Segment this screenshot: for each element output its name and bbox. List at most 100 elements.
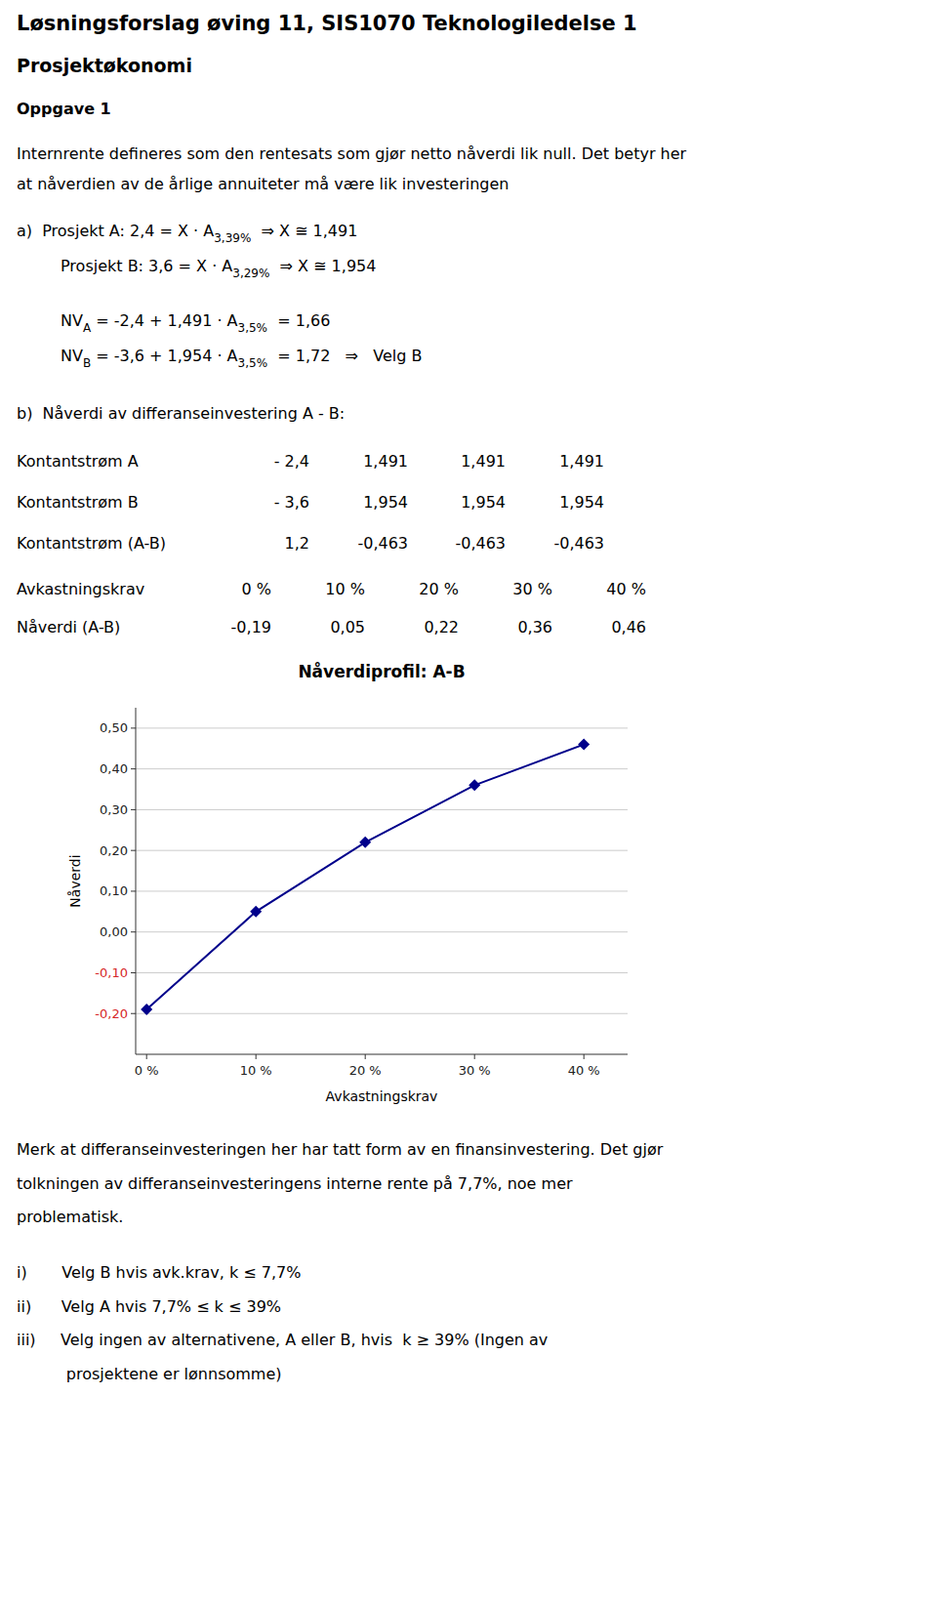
equation-text: ⇒ X ≅ 1,491 <box>250 221 358 241</box>
table-label: Nåverdi (A-B) <box>16 617 121 637</box>
y-tick-label: 0,40 <box>99 761 128 776</box>
page: Løsningsforslag øving 11, SIS1070 Teknol… <box>0 0 937 1600</box>
grid-line <box>135 1013 628 1015</box>
equation-text: ⇒ X ≅ 1,954 <box>269 256 376 276</box>
table-cell: 1,954 <box>559 492 605 512</box>
x-tick <box>474 1054 476 1060</box>
y-tick <box>130 931 136 933</box>
table-cell: -0,463 <box>357 533 408 553</box>
y-tick <box>130 809 136 811</box>
y-tick <box>130 890 136 892</box>
grid-line <box>135 850 628 852</box>
table-cell: 1,954 <box>460 492 506 512</box>
table-cell: 1,491 <box>559 451 605 471</box>
table-label: Kontantstrøm A <box>16 451 139 471</box>
chart: Nåverdiprofil: A-B -0,20 -0,10 0,00 0,10 0,20… <box>67 660 628 1104</box>
footer-line: i) Velg B hvis avk.krav, k ≤ 7,7% <box>16 1262 301 1282</box>
line <box>146 744 584 1010</box>
y-tick-label: -0,10 <box>94 965 128 980</box>
subscript: 3,5% <box>238 356 269 370</box>
worked-line: a) Prosjekt A: 2,4 = X · A3,39% ⇒ X ≅ 1,… <box>16 221 358 245</box>
point <box>468 778 481 791</box>
subscript: 3,5% <box>238 321 269 335</box>
equation-text: NV <box>60 346 83 366</box>
table-cell: 1,954 <box>363 492 408 512</box>
point <box>249 905 262 918</box>
point <box>577 738 590 751</box>
table-cell: 0,36 <box>517 617 553 637</box>
x-tick <box>146 1054 148 1060</box>
y-axis-label: Nåverdi <box>67 854 83 907</box>
equation-text: Prosjekt B: 3,6 = X · A <box>60 256 233 276</box>
equation-text: = 1,66 <box>267 311 330 330</box>
footer-line: problematisk. <box>16 1207 123 1226</box>
table-cell: -0,19 <box>231 617 272 637</box>
y-axis-line <box>135 707 137 1055</box>
point <box>359 836 371 849</box>
table-cell: 20 % <box>418 579 459 599</box>
table-cell: 30 % <box>512 579 553 599</box>
y-tick <box>130 850 136 852</box>
table-cell: 10 % <box>325 579 366 599</box>
x-tick <box>583 1054 585 1060</box>
section-heading: Prosjektøkonomi <box>16 54 193 77</box>
y-tick-label: 0,20 <box>99 843 128 858</box>
section-text: b) Nåverdi av differanseinvestering A - … <box>16 404 345 423</box>
footer-line: prosjektene er lønnsomme) <box>16 1364 283 1384</box>
grid-line <box>135 890 628 892</box>
x-tick <box>255 1054 257 1060</box>
table-cell: 0,46 <box>611 617 647 637</box>
subscript: 3,39% <box>213 231 251 245</box>
table-cell: - 3,6 <box>274 492 310 512</box>
x-tick-label: 0 % <box>134 1062 160 1078</box>
table-cell: -0,463 <box>454 533 506 553</box>
table-label: Avkastningskrav <box>16 579 145 599</box>
subscript: B <box>82 356 91 370</box>
footer-line: tolkningen av differanseinvesteringens i… <box>16 1174 573 1193</box>
grid-line <box>135 727 628 729</box>
y-tick-label: 0,30 <box>99 802 128 817</box>
y-tick-label: 0,10 <box>99 883 128 898</box>
grid-line <box>135 972 628 974</box>
worked-line: NVA = -2,4 + 1,491 · A3,5% = 1,66 <box>60 311 330 335</box>
table-cell: -0,463 <box>553 533 605 553</box>
equation-text: = -3,6 + 1,954 · A <box>90 346 238 366</box>
grid-line <box>135 931 628 933</box>
y-tick-label: -0,20 <box>94 1006 128 1021</box>
table-cell: 1,2 <box>285 533 310 553</box>
table-cell: 40 % <box>606 579 647 599</box>
x-axis-label: Avkastningskrav <box>325 1088 439 1104</box>
worked-line: NVB = -3,6 + 1,954 · A3,5% = 1,72 ⇒ Velg… <box>60 346 422 370</box>
grid-line <box>135 809 628 811</box>
equation-text: NV <box>60 311 83 330</box>
x-axis-line <box>135 1054 628 1056</box>
x-tick-label: 30 % <box>458 1062 491 1078</box>
x-tick-label: 10 % <box>240 1062 273 1078</box>
table-cell: 1,491 <box>363 451 408 471</box>
equation-text: a) Prosjekt A: 2,4 = X · A <box>16 221 214 241</box>
footer-line: iii) Velg ingen av alternativene, A elle… <box>16 1330 548 1349</box>
y-tick <box>130 727 136 729</box>
y-tick <box>130 768 136 770</box>
table-label: Kontantstrøm (A-B) <box>16 533 166 553</box>
footer-line: ii) Velg A hvis 7,7% ≤ k ≤ 39% <box>16 1297 282 1316</box>
table-cell: 0,05 <box>329 617 366 637</box>
equation-text: = -2,4 + 1,491 · A <box>90 311 238 330</box>
y-tick-label: 0,00 <box>99 924 128 939</box>
intro-line: at nåverdien av de årlige annuiteter må … <box>16 174 509 194</box>
point <box>140 1003 153 1016</box>
intro-line: Internrente defineres som den rentesats … <box>16 144 688 163</box>
subscript: 3,29% <box>232 266 270 281</box>
chart-title: Nåverdiprofil: A-B <box>297 660 465 682</box>
table-cell: 1,491 <box>460 451 506 471</box>
y-tick-label: 0,50 <box>99 720 128 735</box>
footer-line: Merk at differanseinvesteringen her har … <box>16 1140 664 1159</box>
equation-text: = 1,72 ⇒ Velg B <box>267 346 422 366</box>
y-tick <box>130 972 136 974</box>
task-heading: Oppgave 1 <box>16 99 112 119</box>
y-tick <box>130 1013 136 1015</box>
x-tick-label: 20 % <box>349 1062 382 1078</box>
worked-line: Prosjekt B: 3,6 = X · A3,29% ⇒ X ≅ 1,954 <box>60 256 376 281</box>
page-title: Løsningsforslag øving 11, SIS1070 Teknol… <box>16 11 638 36</box>
x-tick <box>365 1054 367 1060</box>
